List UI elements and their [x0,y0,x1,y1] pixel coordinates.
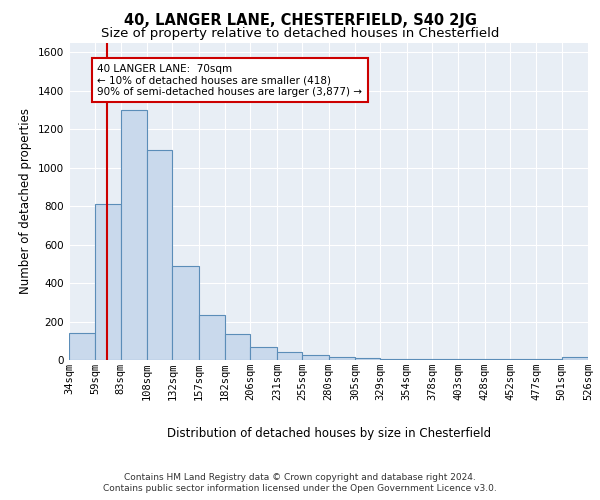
Bar [329,357,355,360]
Bar [562,357,588,360]
Bar [355,358,380,360]
Bar [302,355,329,360]
Text: Size of property relative to detached houses in Chesterfield: Size of property relative to detached ho… [101,28,499,40]
Text: 40 LANGER LANE:  70sqm
← 10% of detached houses are smaller (418)
90% of semi-de: 40 LANGER LANE: 70sqm ← 10% of detached … [97,64,362,97]
Bar [536,359,562,360]
Bar [95,204,121,360]
Bar [407,359,432,360]
Bar [485,359,510,360]
Bar [380,359,407,360]
Bar [69,333,95,360]
Text: Contains public sector information licensed under the Open Government Licence v3: Contains public sector information licen… [103,484,497,493]
Bar [121,110,147,360]
Text: Distribution of detached houses by size in Chesterfield: Distribution of detached houses by size … [167,428,491,440]
Bar [510,359,536,360]
Y-axis label: Number of detached properties: Number of detached properties [19,108,32,294]
Text: Contains HM Land Registry data © Crown copyright and database right 2024.: Contains HM Land Registry data © Crown c… [124,472,476,482]
Bar [277,352,302,360]
Bar [432,359,458,360]
Text: 40, LANGER LANE, CHESTERFIELD, S40 2JG: 40, LANGER LANE, CHESTERFIELD, S40 2JG [124,12,476,28]
Bar [199,315,225,360]
Bar [147,150,172,360]
Bar [458,359,485,360]
Bar [172,266,199,360]
Bar [225,334,250,360]
Bar [250,346,277,360]
